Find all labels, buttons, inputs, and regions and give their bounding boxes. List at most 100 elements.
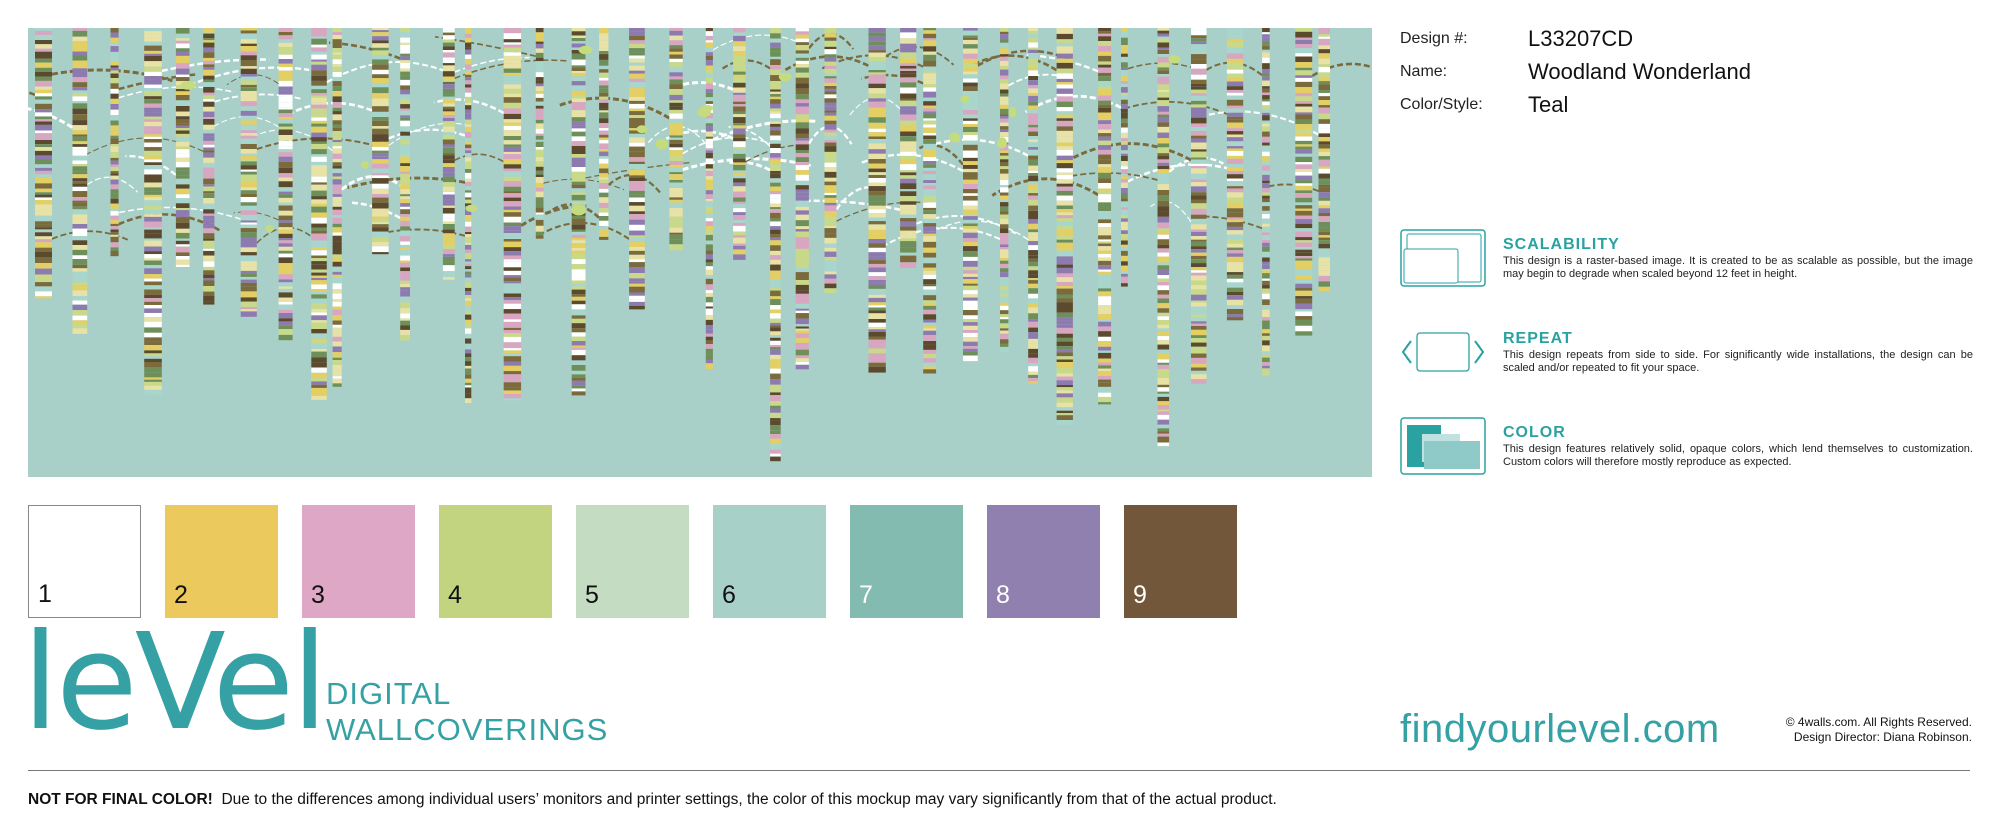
design-number-value: L33207CD: [1528, 26, 1634, 51]
birch-trunk: [372, 28, 389, 255]
birch-trunk: [203, 28, 215, 305]
tree-branch: [918, 143, 964, 166]
color-swatch-4: 4: [439, 505, 552, 618]
tree-branch: [1266, 183, 1319, 192]
birch-trunk: [240, 28, 257, 317]
color-swatch-5: 5: [576, 505, 689, 618]
birch-trunk: [1098, 28, 1112, 405]
design-color-label: Color/Style:: [1400, 96, 1483, 113]
birch-trunk: [1121, 28, 1128, 287]
tree-branch: [682, 157, 811, 172]
swatch-number: 1: [38, 580, 52, 608]
design-number-label: Design #:: [1400, 30, 1468, 47]
leaf: [778, 72, 792, 82]
birch-trunk: [824, 28, 837, 293]
website-link[interactable]: findyourlevel.com: [1400, 707, 1720, 751]
leaf: [265, 225, 274, 233]
design-name-value: Woodland Wonderland: [1528, 59, 1752, 84]
tree-branch: [211, 116, 279, 129]
tree-leaves: [180, 45, 1181, 233]
birch-trunk: [900, 28, 917, 268]
leaf: [700, 105, 714, 112]
leaf: [571, 205, 587, 216]
birch-trunk: [144, 28, 162, 395]
birch-trunk: [1000, 28, 1009, 353]
birch-trunk: [503, 28, 522, 401]
leaf: [655, 138, 669, 150]
birch-trunks: [35, 28, 1330, 462]
leaf: [1008, 106, 1017, 118]
level-logo: leVel: [22, 606, 328, 760]
birch-trunk: [1262, 28, 1270, 376]
feature-title: SCALABILITY: [1503, 236, 1620, 253]
tree-branch: [728, 126, 771, 147]
tree-branch: [454, 153, 509, 166]
tree-branch: [720, 59, 771, 71]
tree-branch: [388, 122, 472, 146]
swatch-number: 9: [1133, 581, 1147, 609]
tree-branch: [290, 101, 373, 115]
tree-branch: [1150, 200, 1192, 223]
birch-trunk: [1318, 28, 1330, 292]
logo-tagline-line1: DIGITAL: [326, 676, 452, 711]
tree-branch: [885, 45, 955, 66]
color-swatch-2: 2: [165, 505, 278, 618]
design-director-text: Design Director: Diana Robinson.: [1793, 730, 1972, 744]
tree-branch: [970, 54, 1058, 72]
birch-trunk: [923, 28, 937, 374]
swatch-number: 5: [585, 581, 599, 609]
birch-trunk: [1295, 28, 1313, 336]
birch-trunk: [110, 28, 119, 257]
leaf: [180, 81, 196, 90]
leaf: [636, 125, 648, 134]
birch-trunk: [963, 28, 978, 362]
design-name-label: Name:: [1400, 63, 1448, 80]
color-swatch-1: 1: [28, 505, 141, 618]
birch-trunk: [465, 28, 472, 403]
birch-trunk: [1157, 28, 1170, 447]
birch-trunk: [175, 28, 190, 267]
design-name-row: Name: Woodland Wonderland: [1400, 59, 1960, 92]
leaf: [997, 137, 1007, 149]
copyright-text: © 4walls.com. All Rights Reserved.: [1785, 715, 1972, 729]
tree-branch: [188, 66, 310, 87]
tree-branch: [1072, 142, 1192, 162]
design-color-row: Color/Style: Teal: [1400, 92, 1960, 125]
tree-branch: [214, 93, 304, 103]
swatch-number: 3: [311, 581, 325, 609]
color-swatch-6: 6: [713, 505, 826, 618]
tree-branch: [728, 160, 771, 172]
birch-trunk: [629, 28, 645, 310]
birch-trunk: [535, 28, 544, 239]
tree-branch: [860, 73, 924, 85]
feature-description: This design features relatively solid, o…: [1503, 443, 1973, 468]
mural-background: [28, 28, 1372, 477]
leaf: [960, 95, 970, 103]
birch-trunk: [332, 28, 342, 387]
color-swatch-9: 9: [1124, 505, 1237, 618]
disclaimer-warning: NOT FOR FINAL COLOR!: [28, 791, 213, 808]
birch-trunk: [571, 28, 586, 396]
tree-branch: [76, 137, 204, 161]
footer-divider: [28, 770, 1970, 771]
leaf: [578, 45, 593, 55]
birch-trunk: [733, 28, 746, 260]
feature-description: This design is a raster-based image. It …: [1503, 255, 1973, 280]
leaf: [360, 161, 370, 169]
birch-trunk: [1028, 28, 1038, 384]
birch-trunk: [278, 28, 293, 341]
tree-branch: [380, 228, 466, 237]
tree-branch: [556, 96, 671, 120]
design-number-row: Design #: L33207CD: [1400, 26, 1960, 59]
wallpaper-mural-preview: [28, 28, 1372, 477]
birch-trunk: [400, 28, 410, 341]
birch-trunk: [705, 28, 713, 369]
birch-trunk: [1191, 28, 1207, 384]
tree-branch: [676, 81, 734, 91]
birch-trunk: [770, 28, 781, 462]
tree-branch: [454, 56, 530, 73]
design-color-value: Teal: [1528, 92, 1569, 117]
swatch-number: 6: [722, 581, 736, 609]
repeat-icon: [1401, 332, 1485, 372]
tree-branch: [86, 176, 139, 193]
